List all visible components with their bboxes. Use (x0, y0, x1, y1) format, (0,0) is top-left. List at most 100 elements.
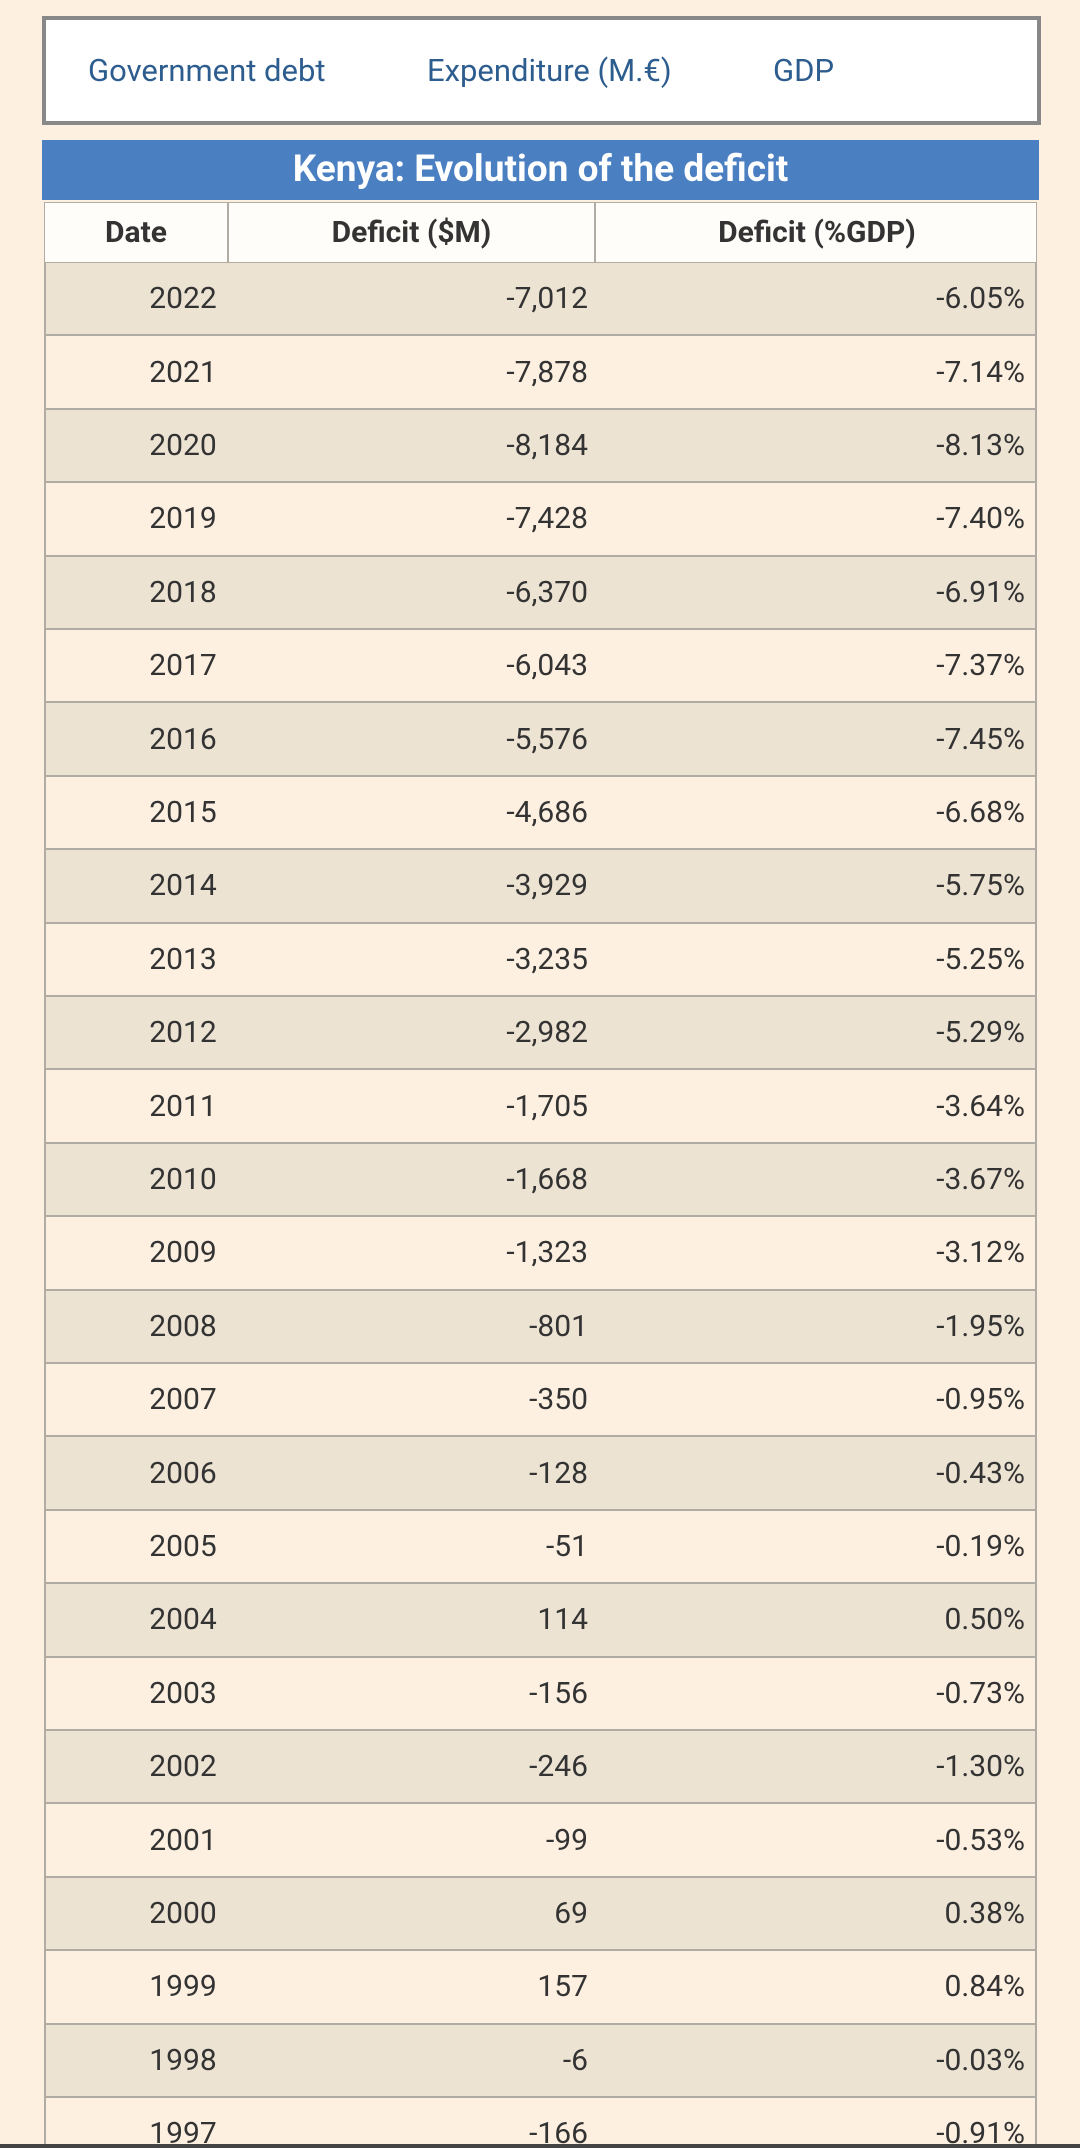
table-row: 2017 -6,043 -7.37% (44, 630, 1037, 704)
table-cell: -7,878 (506, 354, 588, 390)
table-cell: -6,043 (506, 648, 588, 684)
table-cell: 2001 (149, 1822, 217, 1858)
table-cell: -99 (545, 1822, 588, 1858)
table-cell: -6,370 (506, 574, 588, 610)
table-cell: -8,184 (506, 427, 588, 463)
table-row: 2010 -1,668 -3.67% (44, 1143, 1037, 1218)
table-row: 2011 -1,705 -3.64% (44, 1070, 1037, 1144)
table-cell: -6.91% (936, 574, 1025, 610)
tab-bar: Government debt Expenditure (M.€) GDP (42, 16, 1041, 125)
table-cell: -7.45% (936, 721, 1025, 757)
bottom-edge (0, 2144, 1080, 2148)
table-cell: -0.73% (936, 1675, 1025, 1711)
table-cell: -0.43% (936, 1455, 1025, 1491)
table-row: 2012 -2,982 -5.29% (44, 997, 1037, 1071)
table-cell: -7.40% (936, 501, 1025, 537)
table-cell: -246 (529, 1749, 588, 1785)
table-cell: 2018 (149, 574, 217, 610)
header-cell: Deficit (%GDP) (718, 215, 916, 250)
table-cell: -7,012 (506, 281, 588, 317)
table-row: 2006 -128 -0.43% (44, 1437, 1037, 1511)
table-cell: -8.13% (936, 427, 1025, 463)
table-cell: 0.50% (944, 1602, 1025, 1638)
table-cell: -156 (529, 1675, 588, 1711)
table-cell: 2003 (149, 1675, 217, 1711)
table-row: 2021 -7,878 -7.14% (44, 336, 1037, 410)
table-cell: -0.53% (936, 1822, 1025, 1858)
table-row: 1998 -6 -0.03% (44, 2024, 1037, 2098)
table-cell: -3.12% (936, 1235, 1025, 1271)
table-cell: -0.03% (936, 2042, 1025, 2078)
table-cell: -6.68% (936, 794, 1025, 830)
table-cell: -3.67% (936, 1161, 1025, 1197)
table-cell: -2,982 (506, 1015, 588, 1051)
table-cell: 157 (537, 1969, 588, 2005)
table-row: 2005 -51 -0.19% (44, 1510, 1037, 1585)
header-row: Date Deficit ($M) Deficit (%GDP) (44, 202, 1037, 263)
table-cell: 2019 (149, 501, 217, 537)
table-cell: -51 (545, 1528, 588, 1564)
table-row: 2002 -246 -1.30% (44, 1731, 1037, 1805)
table-row: 2000 69 0.38% (44, 1877, 1037, 1952)
table-cell: -4,686 (506, 794, 588, 830)
table-cell: -3,235 (506, 941, 588, 977)
table-cell: 1998 (149, 2042, 217, 2078)
table-cell: -0.95% (936, 1382, 1025, 1418)
tab[interactable]: Government debt (88, 52, 326, 89)
table-row: 2016 -5,576 -7.45% (44, 703, 1037, 777)
table-cell: -128 (529, 1455, 588, 1491)
table-cell: 2020 (149, 427, 217, 463)
table-row: 2008 -801 -1.95% (44, 1290, 1037, 1364)
tab[interactable]: Expenditure (M.€) (427, 52, 672, 89)
table-cell: -166 (529, 2116, 588, 2148)
table-cell: -6.05% (936, 281, 1025, 317)
table-row: 2009 -1,323 -3.12% (44, 1217, 1037, 1291)
table-cell: 2004 (149, 1602, 217, 1638)
table-row: 2003 -156 -0.73% (44, 1657, 1037, 1731)
table-cell: 2012 (149, 1015, 217, 1051)
table-row: 2018 -6,370 -6.91% (44, 556, 1037, 630)
header-cell: Date (45, 203, 229, 262)
table-cell: 0.84% (944, 1969, 1025, 2005)
table-cell: 1997 (149, 2116, 217, 2148)
header-cell: Deficit ($M) (229, 203, 596, 262)
table-row: 2020 -8,184 -8.13% (44, 409, 1037, 484)
table-cell: 2016 (149, 721, 217, 757)
table-cell: -3,929 (506, 868, 588, 904)
table-cell: -1,323 (506, 1235, 588, 1271)
table-cell: 2022 (149, 281, 217, 317)
table-cell: 2006 (149, 1455, 217, 1491)
table-cell: 69 (554, 1895, 588, 1931)
table-row: 1997 -166 -0.91% (44, 2098, 1037, 2148)
table-cell: -5.25% (936, 941, 1025, 977)
table-cell: -801 (529, 1308, 588, 1344)
table-cell: 2013 (149, 941, 217, 977)
table-cell: 2021 (149, 354, 217, 390)
table-cell: 2017 (149, 648, 217, 684)
tab[interactable]: GDP (773, 52, 835, 89)
table-cell: 1999 (149, 1969, 217, 2005)
table-cell: -1.95% (936, 1308, 1025, 1344)
table-cell: 2011 (149, 1088, 217, 1124)
table-row: 1999 157 0.84% (44, 1951, 1037, 2025)
table-cell: -5.75% (936, 868, 1025, 904)
table-cell: -1,705 (506, 1088, 588, 1124)
table-cell: -0.19% (936, 1528, 1025, 1564)
table-cell: -3.64% (936, 1088, 1025, 1124)
table-cell: 2002 (149, 1749, 217, 1785)
table-cell: 2014 (149, 868, 217, 904)
table-cell: -5,576 (506, 721, 588, 757)
table-cell: -0.91% (936, 2116, 1025, 2148)
table-cell: -7.14% (936, 354, 1025, 390)
table-cell: 2010 (149, 1161, 217, 1197)
table-row: 2004 114 0.50% (44, 1584, 1037, 1658)
table-row: 2013 -3,235 -5.25% (44, 923, 1037, 997)
table-row: 2022 -7,012 -6.05% (44, 263, 1037, 337)
table-cell: 114 (537, 1602, 588, 1638)
table-cell: 2015 (149, 794, 217, 830)
table-cell: -7.37% (936, 648, 1025, 684)
table-cell: 2005 (149, 1528, 217, 1564)
table-cell: -7,428 (506, 501, 588, 537)
